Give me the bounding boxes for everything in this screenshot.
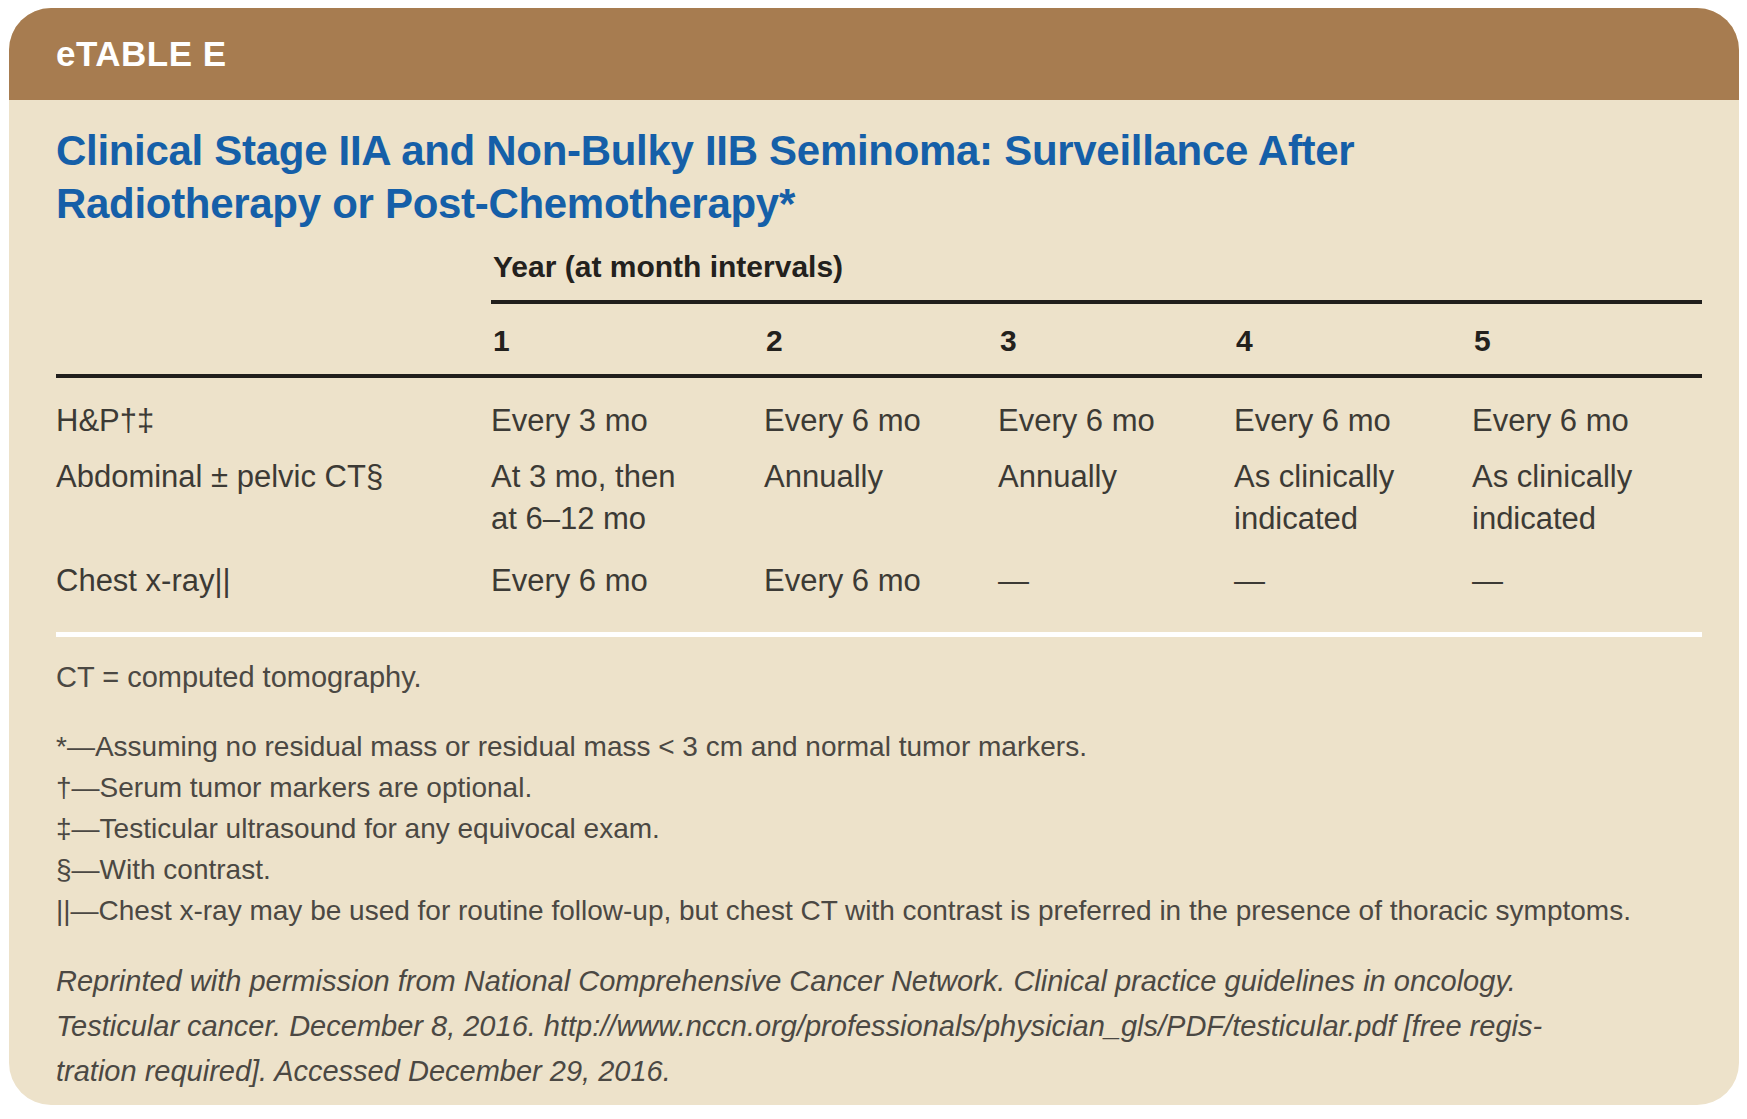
year-column-header-1: 1 xyxy=(491,304,764,374)
footnote-section: §—With contrast. xyxy=(56,849,1692,890)
year-column-header-2: 2 xyxy=(764,304,998,374)
table-cell: Every 6 mo xyxy=(491,548,764,626)
table-cell: As clinically indicated xyxy=(1472,448,1702,548)
table-card-body: Clinical Stage IIA and Non-Bulky IIB Sem… xyxy=(9,100,1739,1094)
table-cell: Every 3 mo xyxy=(491,378,764,448)
table-cell: Every 6 mo xyxy=(1472,378,1702,448)
year-column-header-3: 3 xyxy=(998,304,1234,374)
citation-line: Testicular cancer. December 8, 2016. htt… xyxy=(56,1004,1692,1049)
table-cell: — xyxy=(998,548,1234,626)
table-cell: Annually xyxy=(998,448,1234,548)
footnote-dagger: †—Serum tumor markers are optional. xyxy=(56,767,1692,808)
year-column-header-4: 4 xyxy=(1234,304,1472,374)
etable-label: eTABLE E xyxy=(56,34,227,74)
footnote-abbreviation: CT = computed tomography. xyxy=(56,661,1692,694)
table-title: Clinical Stage IIA and Non-Bulky IIB Sem… xyxy=(56,124,1692,230)
table-cell: Every 6 mo xyxy=(998,378,1234,448)
table-cell: — xyxy=(1472,548,1702,626)
table-title-line: Clinical Stage IIA and Non-Bulky IIB Sem… xyxy=(56,124,1692,177)
footnote-double-dagger: ‡—Testicular ultrasound for any equivoca… xyxy=(56,808,1692,849)
surveillance-table: Year (at month intervals) 1 2 3 4 5 H&P†… xyxy=(56,246,1702,637)
table-cell: Annually xyxy=(764,448,998,548)
footnote-asterisk: *—Assuming no residual mass or residual … xyxy=(56,726,1692,767)
footnote-parallel: ||—Chest x-ray may be used for routine f… xyxy=(56,890,1692,931)
table-title-line: Radiotherapy or Post-Chemotherapy* xyxy=(56,177,1692,230)
table-cell: As clinically indicated xyxy=(1234,448,1472,548)
table-cell: Every 6 mo xyxy=(764,548,998,626)
table-cell: — xyxy=(1234,548,1472,626)
table-cell: Every 6 mo xyxy=(764,378,998,448)
citation-line: tration required]. Accessed December 29,… xyxy=(56,1049,1692,1094)
row-label-chest-xray: Chest x-ray|| xyxy=(56,548,491,626)
row-label-hp: H&P†‡ xyxy=(56,378,491,448)
citation-block: Reprinted with permission from National … xyxy=(56,959,1692,1094)
table-cell: Every 6 mo xyxy=(1234,378,1472,448)
table-header-bar: eTABLE E xyxy=(9,8,1739,100)
citation-line: Reprinted with permission from National … xyxy=(56,959,1692,1004)
table-footer-separator xyxy=(56,632,1702,637)
footnotes-block: *—Assuming no residual mass or residual … xyxy=(56,726,1692,931)
table-card: eTABLE E Clinical Stage IIA and Non-Bulk… xyxy=(9,8,1739,1105)
year-column-header-5: 5 xyxy=(1472,304,1702,374)
year-intervals-header: Year (at month intervals) xyxy=(491,246,1702,304)
table-cell: At 3 mo, then at 6–12 mo xyxy=(491,448,764,548)
row-label-abdominal-ct: Abdominal ± pelvic CT§ xyxy=(56,448,491,548)
